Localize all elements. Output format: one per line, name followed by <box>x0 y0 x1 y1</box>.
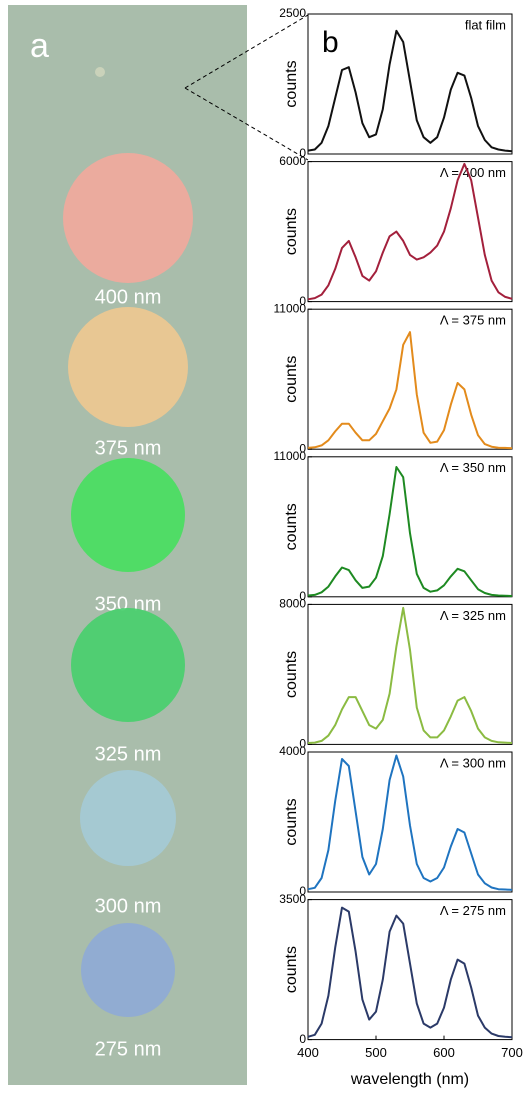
spectrum <box>308 164 512 299</box>
sample-label: 300 nm <box>95 895 162 917</box>
spectrum <box>308 332 512 448</box>
annotation: Λ = 375 nm <box>440 313 506 328</box>
speck <box>95 67 105 77</box>
sample-label: 275 nm <box>95 1038 162 1060</box>
annotation: Λ = 300 nm <box>440 755 506 770</box>
y-tick-label: 11000 <box>274 449 307 463</box>
spectrum <box>308 756 512 890</box>
annotation: Λ = 350 nm <box>440 460 506 475</box>
y-tick-label: 8000 <box>279 597 306 611</box>
sample-disk <box>80 770 176 866</box>
y-tick-label: 4000 <box>279 744 306 758</box>
sample-label: 400 nm <box>95 286 162 308</box>
sample-disk <box>81 923 175 1017</box>
spectrum <box>308 908 512 1038</box>
figure: a b 400 nm375 nm350 nm325 nm300 nm275 nm… <box>0 0 530 1097</box>
plot-frame <box>308 604 512 744</box>
panel-label: a <box>30 27 49 65</box>
sample-disk <box>71 458 185 572</box>
annotation: Λ = 400 nm <box>440 165 506 180</box>
sample-label: 325 nm <box>95 743 162 765</box>
annotation: Λ = 275 nm <box>440 903 506 918</box>
y-tick-label: 6000 <box>279 154 306 168</box>
annotation: Λ = 325 nm <box>440 608 506 623</box>
y-tick-label: 11000 <box>274 301 307 315</box>
y-axis-label: counts <box>283 208 300 255</box>
y-tick-label: 2500 <box>279 6 306 20</box>
sample-disk <box>63 153 193 283</box>
plot-frame <box>308 900 512 1040</box>
y-tick-label: 0 <box>299 1032 306 1046</box>
y-axis-label: counts <box>283 651 300 698</box>
spectrum <box>308 608 512 743</box>
y-axis-label: counts <box>283 798 300 845</box>
x-axis-label: wavelength (nm) <box>350 1071 469 1088</box>
annotation: flat film <box>465 17 506 32</box>
y-axis-label: counts <box>283 946 300 993</box>
x-tick-label: 700 <box>501 1045 523 1060</box>
x-tick-label: 600 <box>433 1045 455 1060</box>
spectrum <box>308 467 512 596</box>
x-tick-label: 400 <box>297 1045 319 1060</box>
y-axis-label: counts <box>283 60 300 107</box>
y-axis-label: counts <box>283 503 300 550</box>
sample-label: 375 nm <box>95 437 162 459</box>
y-tick-label: 3500 <box>279 892 306 906</box>
sample-disk <box>71 608 185 722</box>
x-tick-label: 500 <box>365 1045 387 1060</box>
y-axis-label: counts <box>283 356 300 403</box>
sample-disk <box>68 307 188 427</box>
panel-label: b <box>322 26 339 59</box>
page: a b 400 nm375 nm350 nm325 nm300 nm275 nm… <box>0 0 530 1097</box>
